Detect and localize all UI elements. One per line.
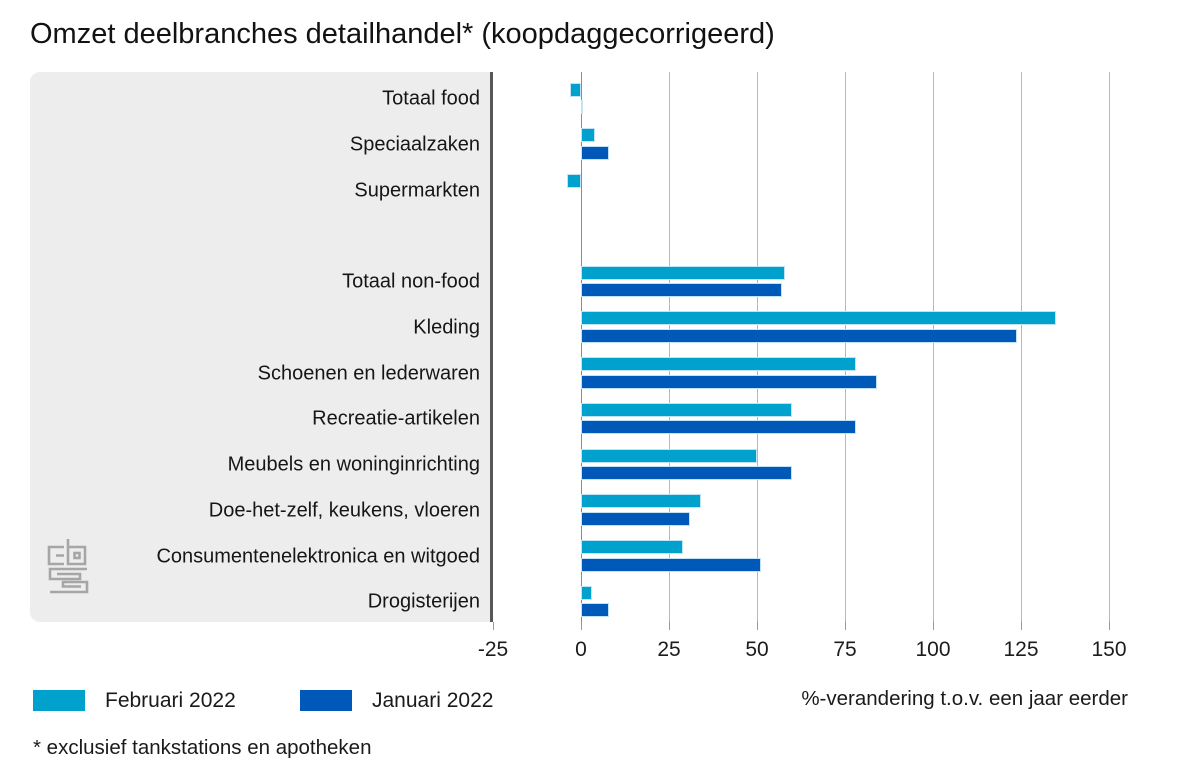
gridline-100 bbox=[933, 72, 934, 622]
bar-februari bbox=[581, 448, 757, 463]
bar-februari bbox=[581, 357, 856, 371]
category-label: Schoenen en lederwaren bbox=[257, 362, 480, 384]
bar-februari bbox=[581, 585, 592, 600]
category-label-panel bbox=[30, 72, 493, 622]
tick-100 bbox=[933, 622, 934, 630]
gridline-125 bbox=[1021, 72, 1022, 622]
tick-150 bbox=[1109, 622, 1110, 630]
tick-75 bbox=[845, 622, 846, 630]
category-label: Recreatie-artikelen bbox=[312, 407, 480, 430]
tick-label-25: 25 bbox=[657, 638, 681, 661]
bar-februari bbox=[581, 265, 786, 280]
bar-januari bbox=[581, 328, 1018, 343]
category-label: Consumentenelektronica en witgoed bbox=[156, 545, 480, 567]
bar-januari bbox=[581, 557, 761, 572]
category-label: Totaal food bbox=[382, 87, 480, 110]
category-label: Meubels en woninginrichting bbox=[227, 453, 480, 476]
category-label: Supermarkten bbox=[354, 179, 480, 201]
x-axis-title: %-verandering t.o.v. een jaar eerder bbox=[801, 687, 1128, 710]
category-label: Kleding bbox=[413, 316, 480, 339]
tick-label-75: 75 bbox=[833, 638, 857, 661]
category-label: Doe-het-zelf, keukens, vloeren bbox=[208, 499, 480, 522]
tick-50 bbox=[757, 622, 758, 630]
bar-februari bbox=[570, 82, 581, 97]
tick-label-100: 100 bbox=[915, 638, 951, 661]
tick-label-0: 0 bbox=[575, 638, 587, 661]
tick-label-50: 50 bbox=[745, 638, 769, 661]
legend-label-januari: Januari 2022 bbox=[372, 688, 494, 712]
legend-swatch-februari bbox=[33, 690, 85, 711]
bar-januari bbox=[581, 145, 610, 160]
bar-januari bbox=[581, 100, 583, 114]
chart-title: Omzet deelbranches detailhandel* (koopda… bbox=[30, 18, 775, 50]
tick-label-150: 150 bbox=[1091, 638, 1127, 661]
bar-januari bbox=[581, 374, 877, 389]
bar-februari bbox=[566, 174, 581, 188]
tick-label--25: -25 bbox=[477, 638, 509, 661]
cbs-logo-icon bbox=[47, 539, 89, 594]
bar-januari bbox=[581, 511, 691, 526]
category-label: Totaal non-food bbox=[342, 270, 480, 293]
bar-februari bbox=[581, 494, 701, 509]
gridline-0 bbox=[581, 72, 582, 622]
bar-januari bbox=[581, 466, 793, 480]
legend-item-februari: Februari 2022 bbox=[33, 688, 293, 712]
bar-februari bbox=[581, 402, 793, 417]
legend-swatch-januari bbox=[300, 690, 352, 711]
tick-25 bbox=[669, 622, 670, 630]
tick-125 bbox=[1021, 622, 1022, 630]
bar-januari bbox=[581, 420, 856, 435]
legend-item-januari: Januari 2022 bbox=[300, 688, 560, 712]
category-label: Speciaalzaken bbox=[349, 133, 480, 156]
tick-label-125: 125 bbox=[1003, 638, 1039, 661]
tick--25 bbox=[493, 622, 494, 630]
legend-label-februari: Februari 2022 bbox=[105, 688, 236, 712]
gridline-25 bbox=[669, 72, 670, 622]
bar-februari bbox=[581, 311, 1057, 326]
category-label: Drogisterijen bbox=[367, 590, 480, 613]
bar-januari bbox=[581, 603, 610, 618]
gridline-75 bbox=[845, 72, 846, 622]
bar-februari bbox=[581, 540, 684, 554]
gridline-150 bbox=[1109, 72, 1110, 622]
bar-februari bbox=[581, 128, 596, 143]
gridline-50 bbox=[757, 72, 758, 622]
footnote: * exclusief tankstations en apotheken bbox=[33, 736, 372, 759]
bar-januari bbox=[581, 283, 782, 297]
tick-0 bbox=[581, 622, 582, 630]
